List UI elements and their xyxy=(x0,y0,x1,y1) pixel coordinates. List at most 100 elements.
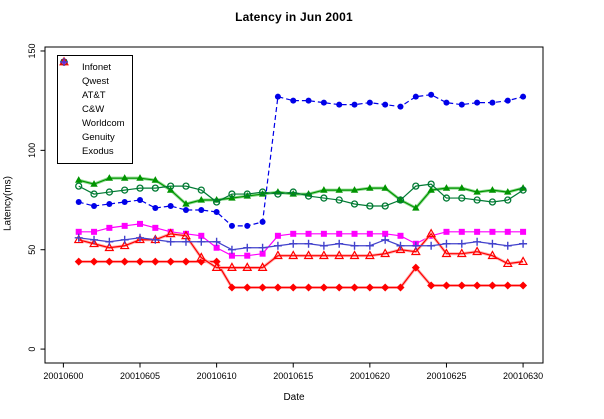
data-point xyxy=(335,283,344,292)
data-point xyxy=(182,206,189,213)
data-point xyxy=(105,174,114,181)
data-point xyxy=(503,281,512,290)
data-point xyxy=(350,241,359,250)
series-line xyxy=(78,94,524,227)
y-tick-label: 50 xyxy=(27,245,37,255)
data-point xyxy=(227,245,236,254)
data-point xyxy=(106,201,113,208)
legend-label-genuity: Genuity xyxy=(82,132,115,143)
data-point xyxy=(258,243,267,252)
data-point xyxy=(457,239,466,248)
data-point xyxy=(410,246,421,256)
data-point xyxy=(442,194,451,202)
data-point xyxy=(227,262,237,272)
series-line-halo xyxy=(78,176,524,210)
data-point xyxy=(366,230,373,237)
data-point xyxy=(289,188,297,196)
data-point xyxy=(303,250,314,260)
data-point xyxy=(489,228,496,235)
data-point xyxy=(166,257,175,266)
data-point xyxy=(503,241,512,250)
legend-item-exodus: Exodus xyxy=(58,58,132,159)
data-point xyxy=(382,230,389,237)
data-point xyxy=(396,196,405,204)
data-point xyxy=(288,250,299,260)
data-point xyxy=(181,257,190,266)
data-point xyxy=(228,190,236,198)
data-point xyxy=(91,228,98,235)
data-point xyxy=(457,281,466,290)
data-point xyxy=(350,283,359,292)
data-point xyxy=(380,248,391,258)
data-point xyxy=(474,99,481,106)
data-point xyxy=(243,243,252,252)
data-point xyxy=(212,257,221,266)
data-point xyxy=(136,174,144,181)
x-tick-label: 20010620 xyxy=(350,371,390,381)
data-point xyxy=(397,232,404,239)
data-point xyxy=(443,99,450,106)
y-tick-label: 100 xyxy=(27,143,37,158)
data-point xyxy=(318,250,329,260)
data-point xyxy=(381,202,389,210)
series-exodus xyxy=(74,233,528,254)
data-point xyxy=(136,184,144,192)
data-point xyxy=(106,224,113,231)
data-point xyxy=(319,283,328,292)
data-point xyxy=(427,186,435,193)
series-qwest xyxy=(75,174,527,211)
data-point xyxy=(75,199,82,206)
data-point xyxy=(351,230,358,237)
data-point xyxy=(336,101,343,108)
data-point xyxy=(488,186,497,193)
data-point xyxy=(412,182,420,190)
legend-label-infonet: Infonet xyxy=(82,62,112,73)
data-point xyxy=(75,176,83,183)
data-point xyxy=(473,237,482,246)
data-point xyxy=(335,196,343,204)
data-point xyxy=(518,256,529,266)
data-point xyxy=(504,228,511,235)
data-point xyxy=(441,248,452,258)
data-point xyxy=(90,180,98,187)
data-point xyxy=(74,257,83,266)
legend-item-cw: C&W xyxy=(58,59,132,117)
data-point xyxy=(442,184,451,191)
data-point xyxy=(197,196,205,203)
data-point xyxy=(90,190,98,198)
data-point xyxy=(243,190,251,198)
data-point xyxy=(197,186,205,194)
data-point xyxy=(395,244,406,254)
data-point xyxy=(91,202,98,209)
data-point xyxy=(244,252,251,259)
x-tick-label: 20010625 xyxy=(426,371,466,381)
data-point xyxy=(519,186,527,194)
data-point xyxy=(350,186,359,193)
data-point xyxy=(519,239,528,248)
data-point xyxy=(165,228,176,238)
data-point xyxy=(273,241,282,250)
data-point xyxy=(166,237,175,246)
data-point xyxy=(257,262,268,272)
data-point xyxy=(120,174,129,181)
data-point xyxy=(228,222,235,229)
data-point xyxy=(197,237,206,246)
data-point xyxy=(152,204,159,211)
x-tick-label: 20010630 xyxy=(503,371,543,381)
data-point xyxy=(121,199,128,206)
legend-label-exodus: Exodus xyxy=(82,146,114,157)
y-tick-label: 0 xyxy=(27,347,37,352)
data-point xyxy=(304,192,313,200)
data-point xyxy=(151,184,159,192)
data-point xyxy=(137,220,144,227)
data-point xyxy=(75,228,82,235)
series-line xyxy=(78,261,524,289)
data-point xyxy=(212,237,221,246)
data-point xyxy=(105,257,114,266)
data-point xyxy=(320,194,328,202)
data-point xyxy=(136,233,145,242)
data-point xyxy=(351,101,358,108)
data-point xyxy=(304,283,313,292)
data-point xyxy=(212,198,221,206)
